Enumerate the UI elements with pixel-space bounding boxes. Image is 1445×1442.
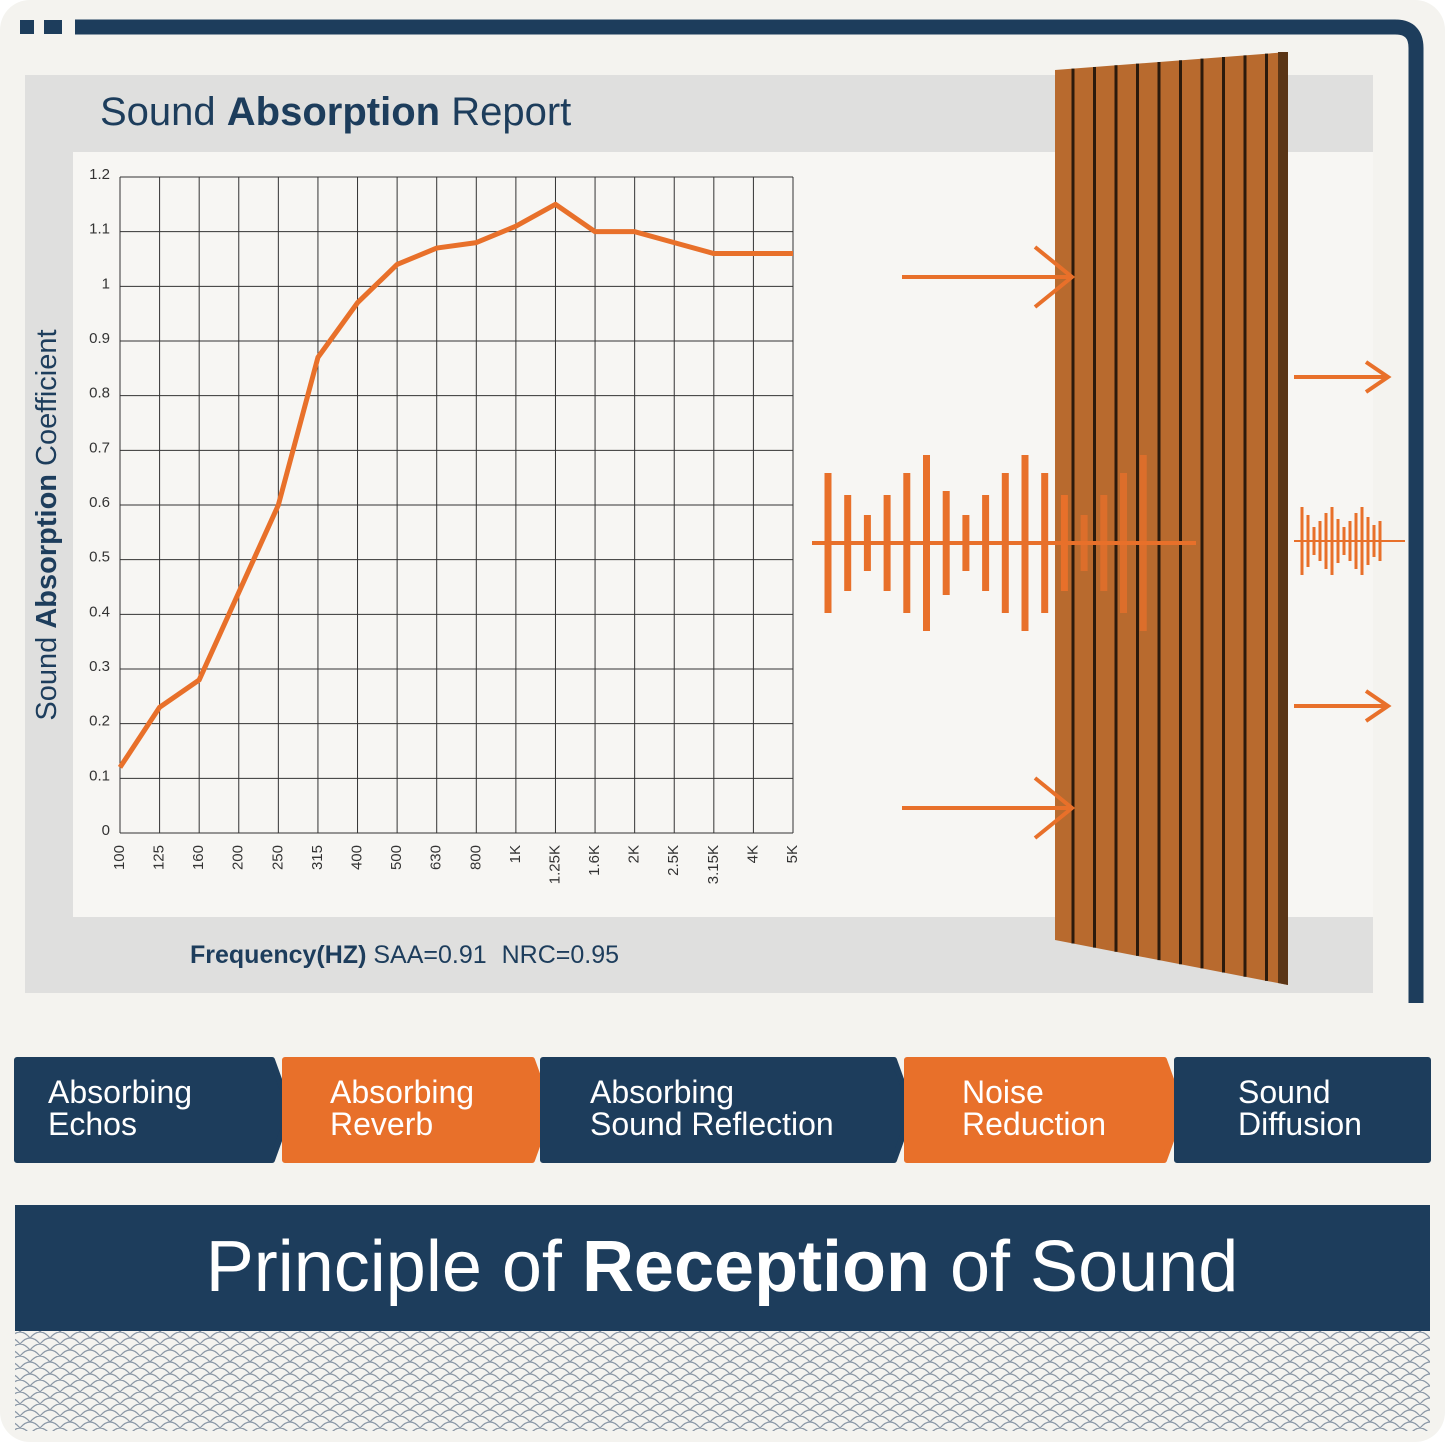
annotation: SAA=0.91 bbox=[373, 941, 486, 969]
x-tick-label: 4K bbox=[744, 845, 761, 863]
x-tick-label: 400 bbox=[348, 845, 365, 870]
y-tick-label: 0.7 bbox=[89, 439, 110, 456]
x-tick-label: 250 bbox=[269, 845, 286, 870]
x-tick-label: 1K bbox=[507, 845, 524, 863]
pattern bbox=[15, 1331, 1430, 1431]
x-tick-label: 100 bbox=[111, 845, 128, 870]
x-tick-label: 3.15K bbox=[705, 845, 722, 884]
badge bbox=[540, 1057, 915, 1163]
x-tick-label: 5K bbox=[784, 845, 801, 863]
y-tick-label: 0.6 bbox=[89, 494, 110, 511]
badge-text: Absorbing Sound Reflection bbox=[590, 1074, 834, 1142]
badge-text: Absorbing Reverb bbox=[330, 1074, 474, 1142]
badge-line: Sound Reflection bbox=[590, 1106, 834, 1142]
badge-line: Noise bbox=[962, 1074, 1044, 1110]
badge-line: Absorbing bbox=[330, 1074, 474, 1110]
frame bbox=[75, 19, 1424, 1003]
decor-square bbox=[20, 20, 34, 34]
y-tick-label: 1 bbox=[102, 275, 110, 292]
x-tick-label: 2.5K bbox=[665, 845, 682, 876]
x-label: Frequency(HZ) bbox=[190, 941, 366, 969]
y-tick-label: 0.9 bbox=[89, 330, 110, 347]
y-tick-label: 0.1 bbox=[89, 767, 110, 784]
x-tick-label: 125 bbox=[151, 845, 168, 870]
banner-text: Principle of Reception of Sound bbox=[206, 1227, 1239, 1307]
badge-line: Absorbing bbox=[590, 1074, 734, 1110]
illustration bbox=[1055, 52, 1288, 985]
badge-line: Echos bbox=[48, 1106, 137, 1142]
y-label-word: Absorption bbox=[31, 474, 63, 629]
badge bbox=[1174, 1057, 1431, 1163]
plot: 0 0.1 0.2 0.3 0.4 0.5 0.6 0.7 0.8 0.9 1 1.1 1.2 100 12… bbox=[89, 166, 801, 884]
x-tick-label: 2K bbox=[626, 845, 643, 863]
x-tick-label: 160 bbox=[190, 845, 207, 870]
y-tick-label: 0.4 bbox=[89, 603, 110, 620]
banner-word: Principle of bbox=[206, 1227, 563, 1307]
x-tick-label: 1.25K bbox=[546, 845, 563, 884]
sound-wave bbox=[812, 455, 1405, 631]
badge-line: Absorbing bbox=[48, 1074, 192, 1110]
wood-panel bbox=[1055, 52, 1288, 985]
title-word: Report bbox=[451, 90, 571, 134]
badge-text: Noise Reduction bbox=[962, 1074, 1106, 1142]
y-tick-label: 0 bbox=[102, 822, 110, 839]
y-tick-label: 1.2 bbox=[89, 166, 110, 183]
badge-line: Diffusion bbox=[1238, 1106, 1362, 1142]
badge-text: Absorbing Echos bbox=[48, 1074, 192, 1142]
badge-line: Sound bbox=[1238, 1074, 1331, 1110]
chart-title: Sound Absorption Report bbox=[100, 90, 571, 134]
arrows bbox=[902, 245, 1392, 840]
x-axis-label: Frequency(HZ) SAA=0.91 NRC=0.95 bbox=[190, 941, 619, 969]
banner bbox=[15, 1205, 1430, 1331]
badge-line: Reduction bbox=[962, 1106, 1106, 1142]
x-tick-label: 500 bbox=[388, 845, 405, 870]
x-tick-label: 315 bbox=[309, 845, 326, 870]
banner-word: of Sound bbox=[950, 1227, 1238, 1307]
y-label-word: Sound bbox=[31, 637, 63, 721]
badge-text: Sound Diffusion bbox=[1238, 1074, 1362, 1142]
y-tick-label: 0.2 bbox=[89, 713, 110, 730]
y-label-word: Coefficient bbox=[31, 329, 63, 466]
decor-square bbox=[44, 20, 62, 34]
annotation: NRC=0.95 bbox=[502, 941, 619, 969]
title-word: Sound bbox=[100, 90, 216, 134]
title-word: Absorption bbox=[227, 90, 440, 134]
y-axis-label: Sound Absorption Coefficient bbox=[31, 329, 63, 720]
line bbox=[117, 201, 793, 769]
badge-line: Reverb bbox=[330, 1106, 433, 1142]
banner-word: Reception bbox=[582, 1227, 930, 1307]
x-tick-label: 630 bbox=[428, 845, 445, 870]
y-tick-label: 0.3 bbox=[89, 658, 110, 675]
y-tick-label: 0.8 bbox=[89, 385, 110, 402]
x-tick-label: 800 bbox=[467, 845, 484, 870]
x-tick-label: 1.6K bbox=[586, 845, 603, 876]
x-tick-label: 200 bbox=[230, 845, 247, 870]
y-tick-label: 0.5 bbox=[89, 549, 110, 566]
badge bbox=[904, 1057, 1185, 1163]
panel-edge bbox=[1278, 52, 1288, 985]
y-tick-label: 1.1 bbox=[89, 221, 110, 238]
badge bbox=[14, 1057, 293, 1163]
